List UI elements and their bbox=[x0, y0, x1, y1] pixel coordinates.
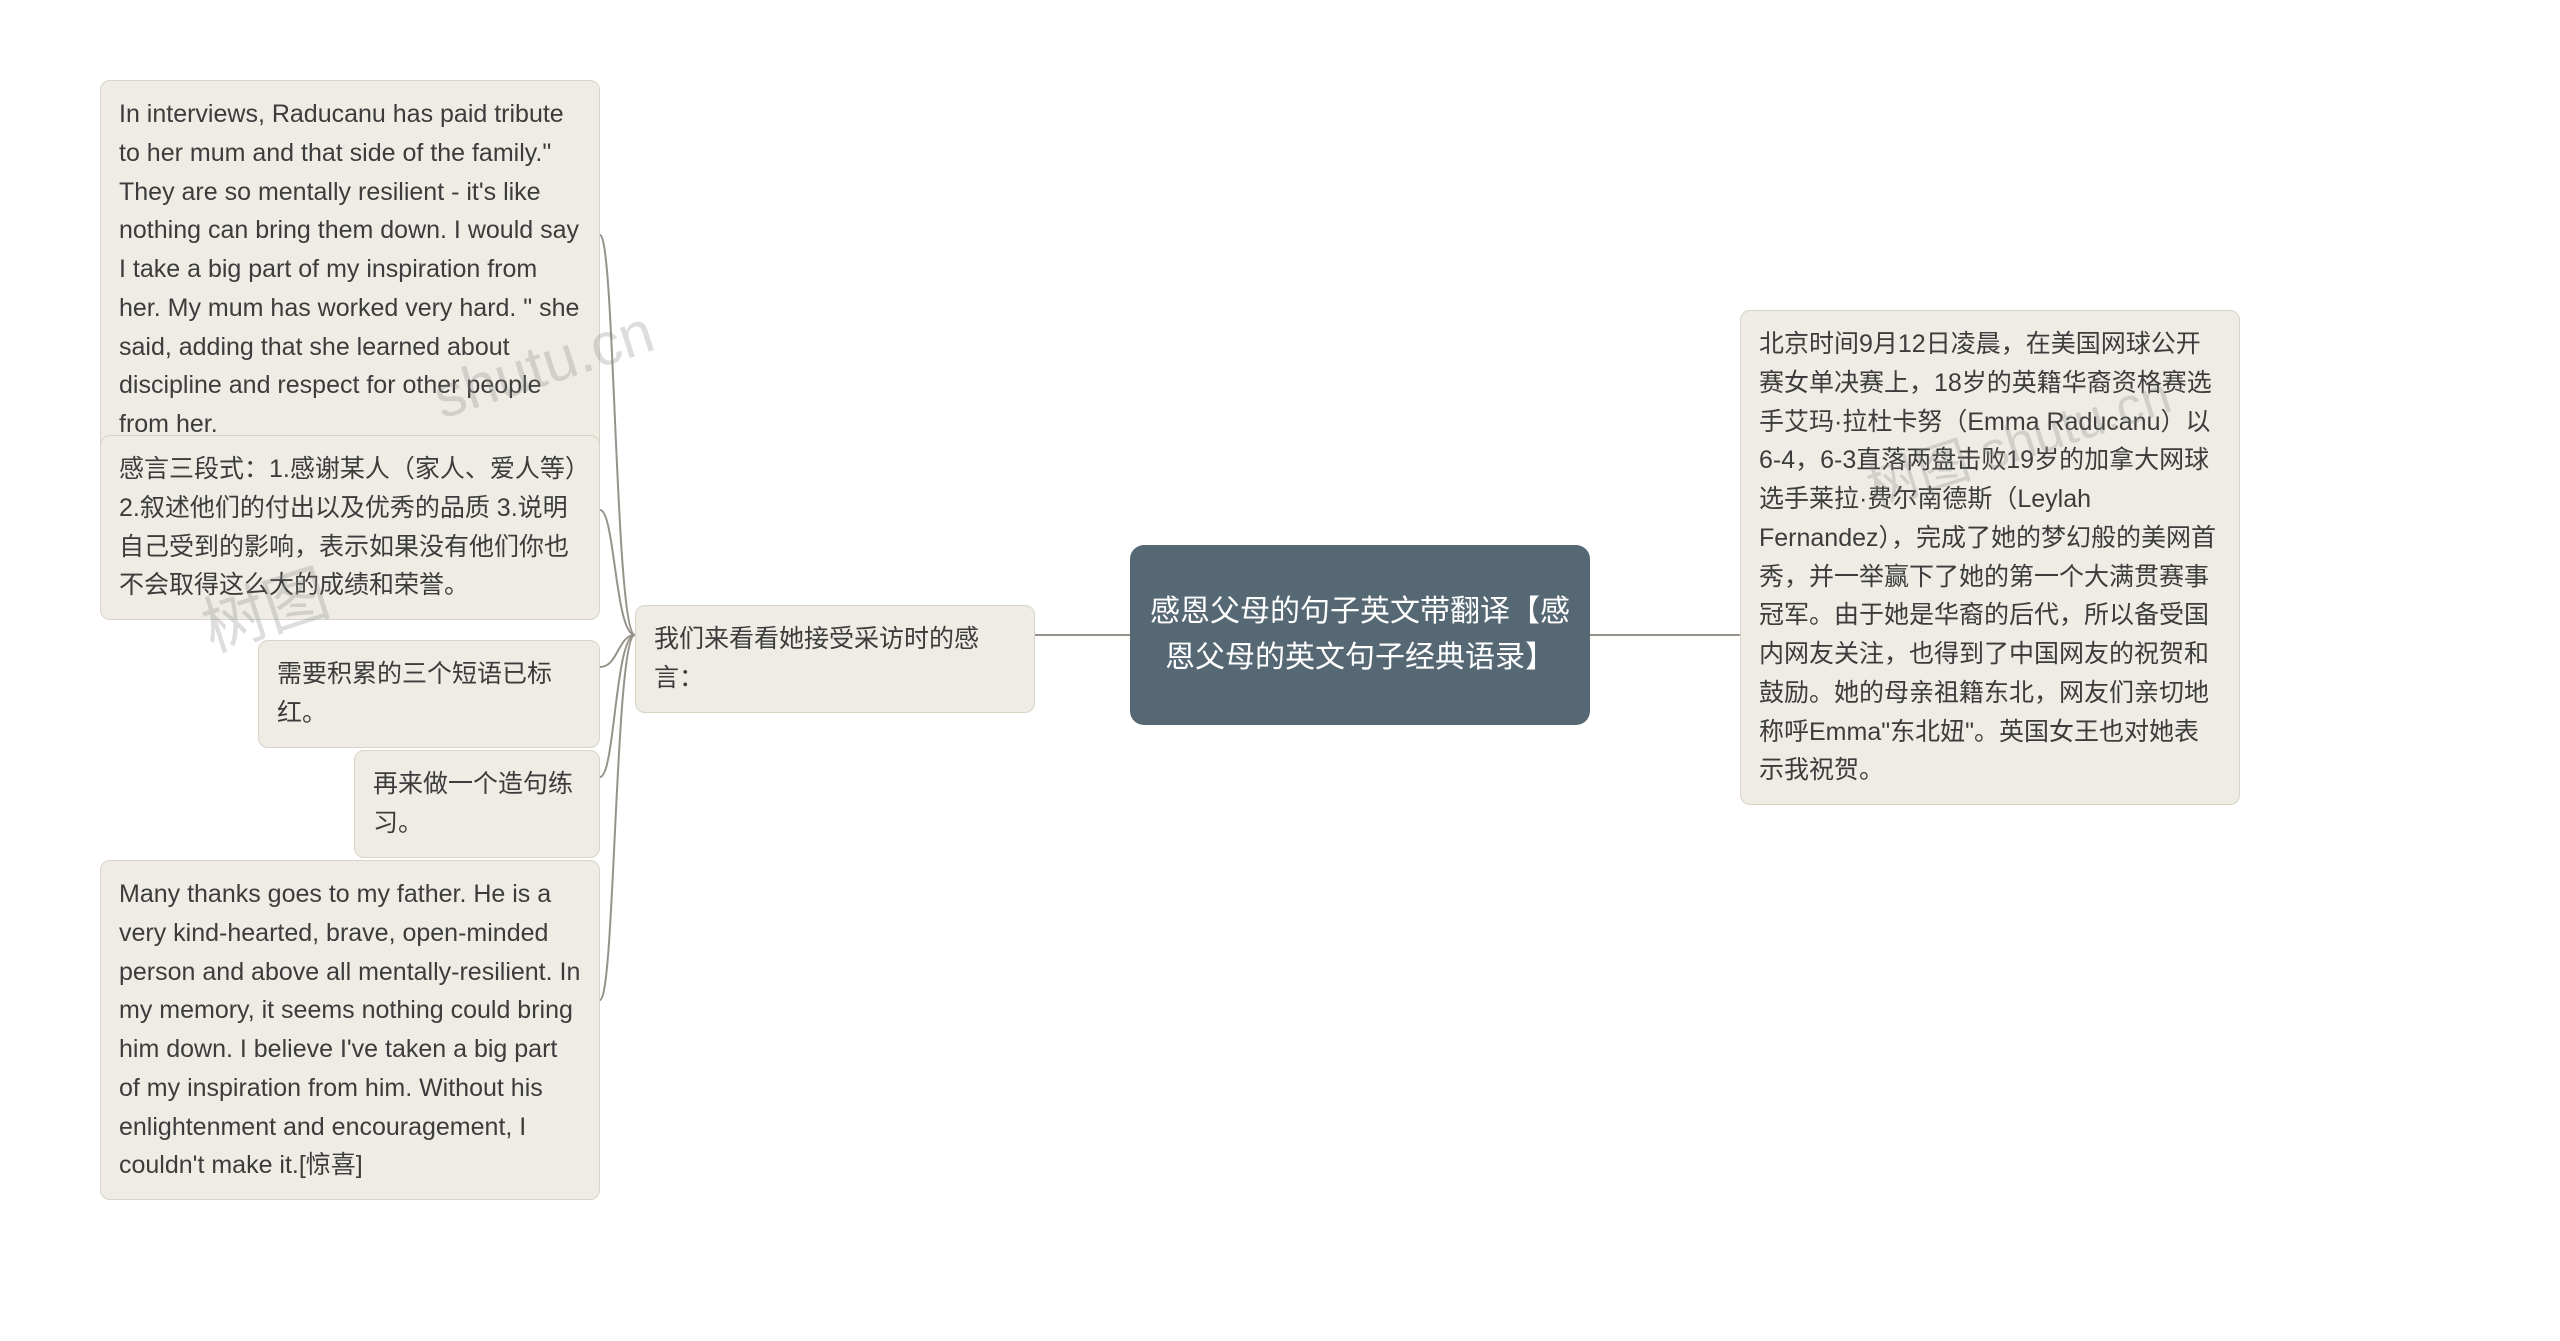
edge-hub-leaf2 bbox=[600, 510, 635, 635]
edge-hub-leaf3 bbox=[600, 635, 635, 667]
center-node[interactable]: 感恩父母的句子英文带翻译【感恩父母的英文句子经典语录】 bbox=[1130, 545, 1590, 725]
leaf-node-5[interactable]: Many thanks goes to my father. He is a v… bbox=[100, 860, 600, 1200]
edge-hub-leaf4 bbox=[600, 635, 635, 777]
left-hub-node[interactable]: 我们来看看她接受采访时的感言： bbox=[635, 605, 1035, 713]
right-branch-node[interactable]: 北京时间9月12日凌晨，在美国网球公开赛女单决赛上，18岁的英籍华裔资格赛选手艾… bbox=[1740, 310, 2240, 805]
leaf-node-2[interactable]: 感言三段式：1.感谢某人（家人、爱人等）2.叙述他们的付出以及优秀的品质 3.说… bbox=[100, 435, 600, 620]
leaf-node-1[interactable]: In interviews, Raducanu has paid tribute… bbox=[100, 80, 600, 459]
edge-hub-leaf5 bbox=[600, 635, 635, 1000]
edge-hub-leaf1 bbox=[600, 235, 635, 635]
leaf-node-3[interactable]: 需要积累的三个短语已标红。 bbox=[258, 640, 600, 748]
leaf-node-4[interactable]: 再来做一个造句练习。 bbox=[354, 750, 600, 858]
